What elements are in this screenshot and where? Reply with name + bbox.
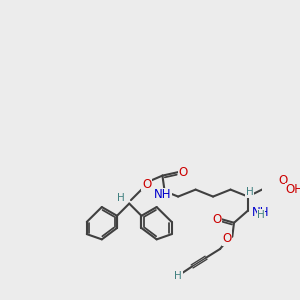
Text: O: O — [142, 178, 151, 191]
Text: O: O — [179, 166, 188, 178]
Text: O: O — [222, 232, 232, 245]
Text: O: O — [278, 174, 287, 188]
Text: H: H — [257, 210, 265, 220]
Text: H: H — [174, 271, 182, 281]
Text: NH: NH — [251, 206, 269, 219]
Text: H: H — [246, 187, 253, 197]
Text: H: H — [117, 193, 124, 203]
Text: O: O — [212, 213, 221, 226]
Text: OH: OH — [286, 183, 300, 196]
Text: NH: NH — [154, 188, 171, 201]
